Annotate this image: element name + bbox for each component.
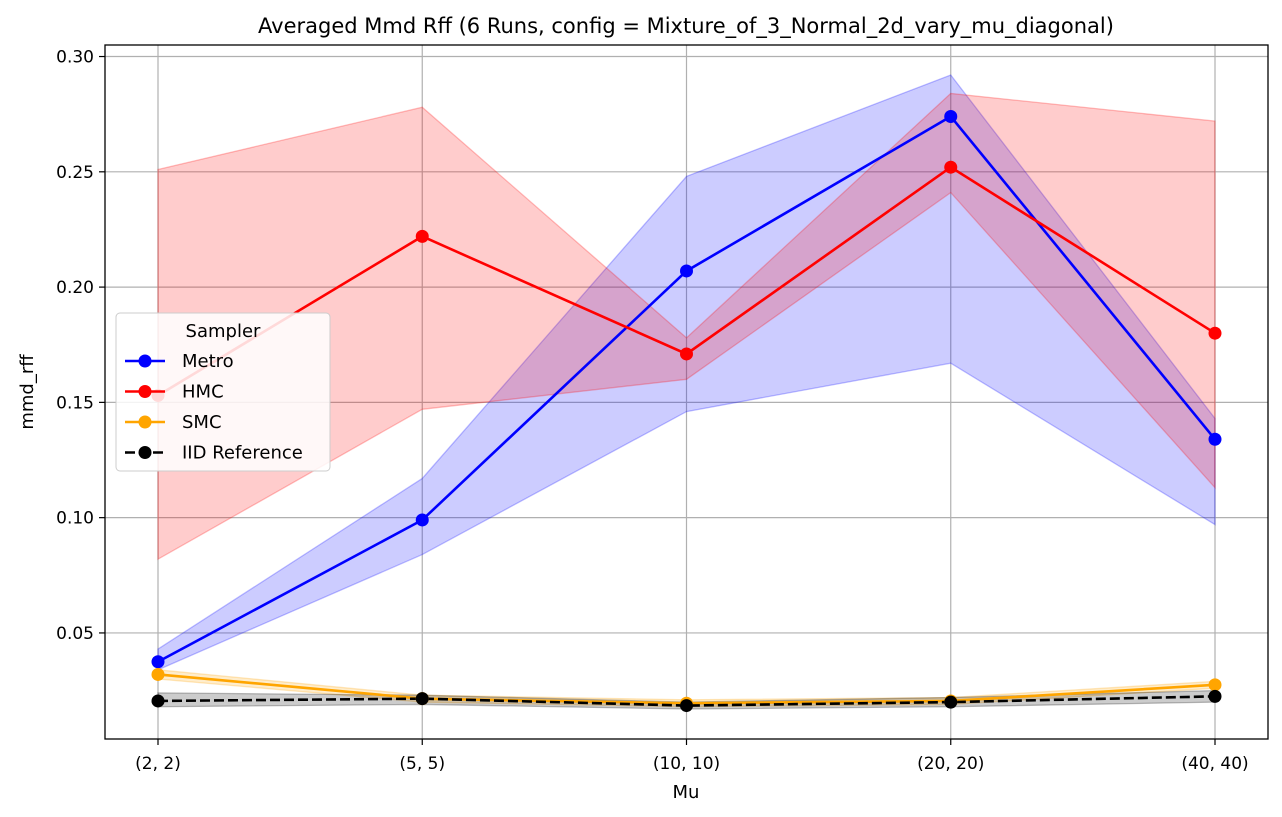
point-iid-reference bbox=[151, 694, 165, 708]
legend-label-smc: SMC bbox=[182, 412, 222, 433]
point-metro bbox=[151, 655, 165, 669]
point-iid-reference bbox=[415, 692, 429, 706]
point-smc bbox=[151, 667, 165, 681]
point-metro bbox=[944, 109, 958, 123]
x-tick-label: (40, 40) bbox=[1181, 754, 1248, 774]
y-axis: 0.05 0.10 0.15 0.20 0.25 0.30 bbox=[56, 48, 105, 644]
point-hmc bbox=[415, 229, 429, 243]
legend-box bbox=[115, 312, 331, 472]
point-smc bbox=[1208, 678, 1222, 692]
point-metro bbox=[680, 264, 693, 278]
x-tick-label: (5, 5) bbox=[399, 754, 445, 774]
x-tick-label: (2, 2) bbox=[135, 754, 181, 774]
point-iid-reference bbox=[944, 695, 958, 709]
line-iid-reference bbox=[157, 695, 1216, 707]
y-tick-label: 0.10 bbox=[56, 509, 94, 529]
x-tick-label: (10, 10) bbox=[653, 754, 720, 774]
point-hmc bbox=[944, 160, 958, 174]
legend-label-iid-reference: IID Reference bbox=[182, 443, 303, 464]
y-tick-label: 0.30 bbox=[56, 48, 94, 68]
point-metro bbox=[415, 513, 429, 527]
x-axis-label: Mu bbox=[673, 782, 700, 803]
legend-marker-metro bbox=[138, 354, 152, 368]
legend-title: Sampler bbox=[186, 321, 261, 342]
band-hmc bbox=[157, 92, 1216, 561]
y-tick-label: 0.25 bbox=[56, 163, 94, 183]
legend-entries: Metro HMC SMC IID Reference bbox=[125, 351, 303, 464]
legend-label-hmc: HMC bbox=[182, 382, 224, 403]
legend: Sampler Metro HMC SMC IID Reference bbox=[115, 312, 331, 472]
point-hmc bbox=[1208, 326, 1222, 340]
point-iid-reference bbox=[1208, 689, 1222, 703]
y-tick-label: 0.15 bbox=[56, 393, 94, 413]
point-hmc bbox=[680, 347, 693, 361]
y-tick-label: 0.20 bbox=[56, 278, 94, 298]
point-iid-reference bbox=[680, 699, 693, 713]
y-axis-label: mmd_rff bbox=[17, 354, 38, 430]
legend-label-metro: Metro bbox=[182, 351, 234, 372]
grid bbox=[105, 45, 1268, 739]
legend-marker-smc bbox=[138, 415, 152, 429]
x-tick-label: (20, 20) bbox=[917, 754, 984, 774]
point-metro bbox=[1208, 432, 1222, 446]
legend-marker-iid-reference bbox=[138, 446, 152, 459]
x-axis: (2, 2) (5, 5) (10, 10) (20, 20) (40, 40) bbox=[135, 739, 1249, 774]
chart-title: Averaged Mmd Rff (6 Runs, config = Mixtu… bbox=[258, 14, 1114, 39]
legend-marker-hmc bbox=[138, 385, 152, 398]
y-tick-label: 0.05 bbox=[56, 624, 94, 644]
